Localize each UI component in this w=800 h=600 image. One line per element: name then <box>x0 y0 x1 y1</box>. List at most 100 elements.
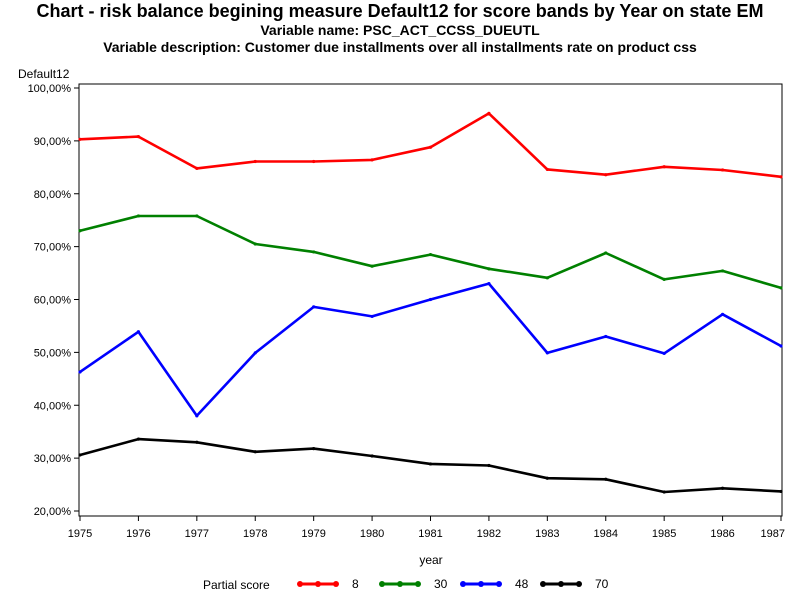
data-point <box>78 370 82 374</box>
data-point <box>195 414 199 418</box>
data-point <box>312 305 316 309</box>
data-point <box>545 476 549 480</box>
data-point <box>662 277 666 282</box>
data-point <box>720 312 725 316</box>
data-point <box>604 477 608 481</box>
data-point <box>720 269 725 273</box>
legend-item-48: 48 <box>460 577 529 591</box>
data-point <box>312 250 316 254</box>
legend-title: Partial score <box>203 578 270 592</box>
data-point <box>428 297 433 302</box>
data-point <box>136 330 141 334</box>
legend-swatch-marker <box>540 581 546 587</box>
y-tick-label: 70,00% <box>34 242 72 254</box>
x-tick-label: 1987 <box>761 528 785 540</box>
x-tick-label: 1986 <box>710 528 734 540</box>
legend-label: 8 <box>352 577 359 591</box>
data-point <box>779 286 783 290</box>
data-point <box>779 344 783 348</box>
data-point <box>545 167 549 172</box>
data-point <box>253 450 257 454</box>
legend-swatch-marker <box>558 581 564 587</box>
legend-item-30: 30 <box>379 577 448 591</box>
data-point <box>662 490 666 494</box>
data-point <box>604 173 608 177</box>
data-point <box>545 351 549 355</box>
x-axis: 1975 1976 1977 1978 1979 1980 1981 1982 1983 1984… <box>68 516 785 540</box>
legend-label: 70 <box>595 577 609 591</box>
series-70 <box>78 437 783 494</box>
data-point <box>428 145 433 149</box>
data-point <box>720 168 725 172</box>
data-point <box>78 453 82 457</box>
legend-swatch-marker <box>333 581 339 587</box>
x-tick-label: 1981 <box>418 528 442 540</box>
x-tick-label: 1983 <box>535 528 559 540</box>
legend-label: 30 <box>434 577 448 591</box>
chart-subtitle-variable-name: Variable name: PSC_ACT_CCSS_DUEUTL <box>260 22 540 38</box>
legend-swatch-marker <box>478 581 484 587</box>
y-tick-label: 40,00% <box>34 400 72 412</box>
data-point <box>487 111 491 115</box>
legend-item-70: 70 <box>540 577 609 591</box>
data-point <box>195 440 199 444</box>
data-point <box>195 166 199 170</box>
data-point <box>604 334 608 339</box>
legend-swatch-marker <box>315 581 321 587</box>
y-axis: 20,00% 30,00% 40,00% 50,00% 60,00% 70,00% 80,0… <box>28 83 79 518</box>
series-line-48 <box>78 282 783 418</box>
legend-label: 48 <box>515 577 529 591</box>
data-point <box>136 135 141 139</box>
series-line-70 <box>78 437 783 494</box>
y-tick-label: 30,00% <box>34 453 72 465</box>
y-axis-label: Default12 <box>18 67 70 81</box>
x-tick-label: 1976 <box>126 528 150 540</box>
data-point <box>779 489 783 494</box>
x-tick-label: 1985 <box>652 528 676 540</box>
data-point <box>428 252 433 257</box>
data-point <box>428 462 433 466</box>
data-point <box>370 454 374 458</box>
data-point <box>604 251 608 255</box>
y-tick-label: 60,00% <box>34 295 72 307</box>
data-point <box>545 276 549 280</box>
data-point <box>312 447 316 451</box>
series-line-8 <box>78 112 783 179</box>
series-line-30 <box>78 214 783 290</box>
x-tick-label: 1982 <box>477 528 501 540</box>
legend: Partial score 8 30 48 70 <box>203 577 609 592</box>
x-tick-label: 1978 <box>243 528 267 540</box>
x-axis-label: year <box>419 553 442 567</box>
series-48 <box>78 282 783 418</box>
legend-item-8: 8 <box>297 577 359 591</box>
series-30 <box>78 214 783 290</box>
x-tick-label: 1977 <box>185 528 209 540</box>
data-point <box>136 214 141 218</box>
chart-subtitle-variable-description: Variable description: Customer due insta… <box>103 39 697 55</box>
legend-swatch-marker <box>379 581 385 587</box>
legend-swatch-marker <box>415 581 421 587</box>
data-point <box>662 165 666 169</box>
legend-swatch-marker <box>397 581 403 587</box>
y-tick-label: 100,00% <box>28 83 72 95</box>
data-point <box>78 137 82 141</box>
chart-title: Chart - risk balance begining measure De… <box>36 1 764 21</box>
data-point <box>487 267 491 271</box>
data-point <box>253 242 257 246</box>
legend-swatch-marker <box>297 581 303 587</box>
y-tick-label: 80,00% <box>34 189 72 201</box>
data-point <box>195 214 199 218</box>
data-point <box>136 437 141 441</box>
legend-swatch-marker <box>460 581 466 587</box>
data-point <box>779 175 783 179</box>
y-tick-label: 20,00% <box>34 506 72 518</box>
legend-swatch-marker <box>576 581 582 587</box>
data-point <box>720 486 725 490</box>
x-tick-label: 1980 <box>360 528 384 540</box>
data-point <box>312 159 316 164</box>
data-point <box>253 159 257 164</box>
data-point <box>487 463 491 468</box>
series-layer <box>78 111 783 494</box>
data-point <box>370 264 374 268</box>
